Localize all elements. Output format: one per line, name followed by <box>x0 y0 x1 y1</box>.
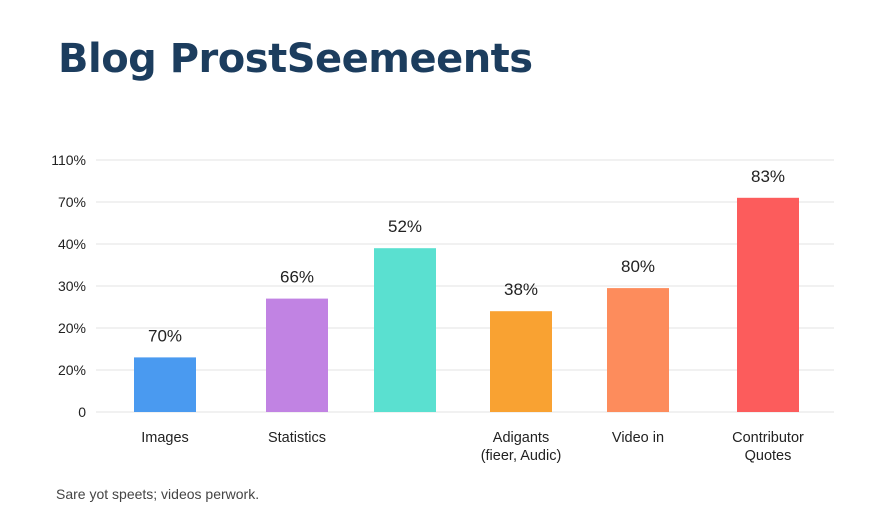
grid-lines <box>96 159 834 413</box>
bar-value-label: 66% <box>280 268 314 287</box>
bar-value-label: 52% <box>388 217 422 236</box>
bar-chart: 020%20%30%40%70%110% 70%66%52%38%80%83% … <box>51 152 834 464</box>
y-tick-label: 110% <box>51 152 86 168</box>
bar-value-label: 80% <box>621 257 655 276</box>
y-tick-label: 70% <box>58 194 86 210</box>
x-axis-labels: Images Statistics Adigants (fieer, Audic) Vi… <box>141 430 804 464</box>
bar-value-label: 83% <box>751 167 785 186</box>
y-tick-label: 30% <box>58 278 86 294</box>
x-category-label: Contributor <box>732 430 804 446</box>
footnote: Sare yot speets; videos perwork. <box>56 486 260 502</box>
chart-title: Blog ProstSeemeents <box>58 36 533 82</box>
bar <box>374 248 436 412</box>
y-tick-label: 20% <box>58 320 86 336</box>
x-category-label: Quotes <box>745 448 792 464</box>
bar <box>266 298 328 412</box>
y-tick-label: 40% <box>58 236 86 252</box>
bars <box>134 197 799 412</box>
y-axis-ticks: 0 20% 20% 30% 40% 70% 110% <box>51 152 86 420</box>
x-category-label: Images <box>141 430 189 446</box>
x-category-label: Statistics <box>268 430 326 446</box>
bar <box>134 357 196 412</box>
value-labels: 70% 66% 52% 38% 80% 83% <box>148 167 785 346</box>
bar <box>607 288 669 412</box>
bar <box>737 197 799 412</box>
x-category-label: Adigants <box>493 430 549 446</box>
bar-value-label: 70% <box>148 326 182 345</box>
bar <box>490 311 552 412</box>
x-category-label: (fieer, Audic) <box>481 448 562 464</box>
y-tick-label: 0 <box>78 404 86 420</box>
y-tick-label: 20% <box>58 362 86 378</box>
x-category-label: Video in <box>612 430 664 446</box>
bar-value-label: 38% <box>504 280 538 299</box>
